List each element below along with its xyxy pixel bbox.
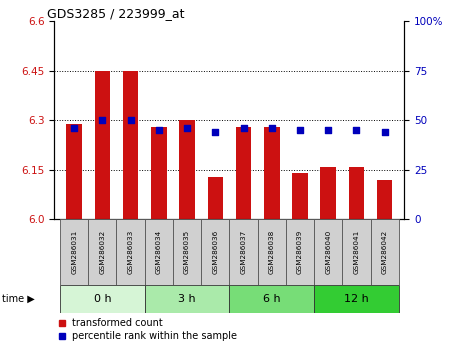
Bar <box>314 219 342 285</box>
Point <box>296 127 304 133</box>
Bar <box>88 219 116 285</box>
Bar <box>151 127 166 219</box>
Text: 0 h: 0 h <box>94 294 111 304</box>
Bar <box>229 219 258 285</box>
Point <box>98 118 106 123</box>
Text: GSM286031: GSM286031 <box>71 230 77 274</box>
Bar <box>349 167 364 219</box>
Bar <box>370 219 399 285</box>
Bar <box>377 180 393 219</box>
Bar <box>116 219 145 285</box>
Text: 6 h: 6 h <box>263 294 280 304</box>
Text: GSM286039: GSM286039 <box>297 230 303 274</box>
Point <box>240 125 247 131</box>
Point <box>183 125 191 131</box>
Text: GSM286038: GSM286038 <box>269 230 275 274</box>
Text: GSM286042: GSM286042 <box>382 230 388 274</box>
Bar <box>236 127 251 219</box>
Text: GSM286032: GSM286032 <box>99 230 105 274</box>
Bar <box>201 219 229 285</box>
Text: GSM286034: GSM286034 <box>156 230 162 274</box>
Bar <box>229 285 314 313</box>
Bar <box>286 219 314 285</box>
Bar <box>264 127 280 219</box>
Text: GSM286040: GSM286040 <box>325 230 331 274</box>
Text: GSM286033: GSM286033 <box>128 230 133 274</box>
Text: GSM286036: GSM286036 <box>212 230 219 274</box>
Bar <box>123 71 139 219</box>
Bar <box>145 285 229 313</box>
Bar <box>342 219 370 285</box>
Legend: transformed count, percentile rank within the sample: transformed count, percentile rank withi… <box>59 318 237 341</box>
Bar <box>320 167 336 219</box>
Bar <box>314 285 399 313</box>
Text: GSM286035: GSM286035 <box>184 230 190 274</box>
Bar <box>95 71 110 219</box>
Point <box>268 125 276 131</box>
Bar <box>60 219 88 285</box>
Bar <box>145 219 173 285</box>
Bar <box>292 173 308 219</box>
Bar <box>208 177 223 219</box>
Text: GSM286041: GSM286041 <box>353 230 359 274</box>
Bar <box>66 124 82 219</box>
Point <box>155 127 163 133</box>
Point <box>70 125 78 131</box>
Text: GDS3285 / 223999_at: GDS3285 / 223999_at <box>47 7 185 20</box>
Bar <box>60 285 145 313</box>
Point <box>353 127 360 133</box>
Point <box>211 130 219 135</box>
Bar <box>179 120 195 219</box>
Point <box>127 118 134 123</box>
Bar <box>258 219 286 285</box>
Point <box>381 130 388 135</box>
Bar <box>173 219 201 285</box>
Point <box>324 127 332 133</box>
Text: 3 h: 3 h <box>178 294 196 304</box>
Text: GSM286037: GSM286037 <box>240 230 246 274</box>
Text: 12 h: 12 h <box>344 294 369 304</box>
Text: time ▶: time ▶ <box>2 294 35 304</box>
